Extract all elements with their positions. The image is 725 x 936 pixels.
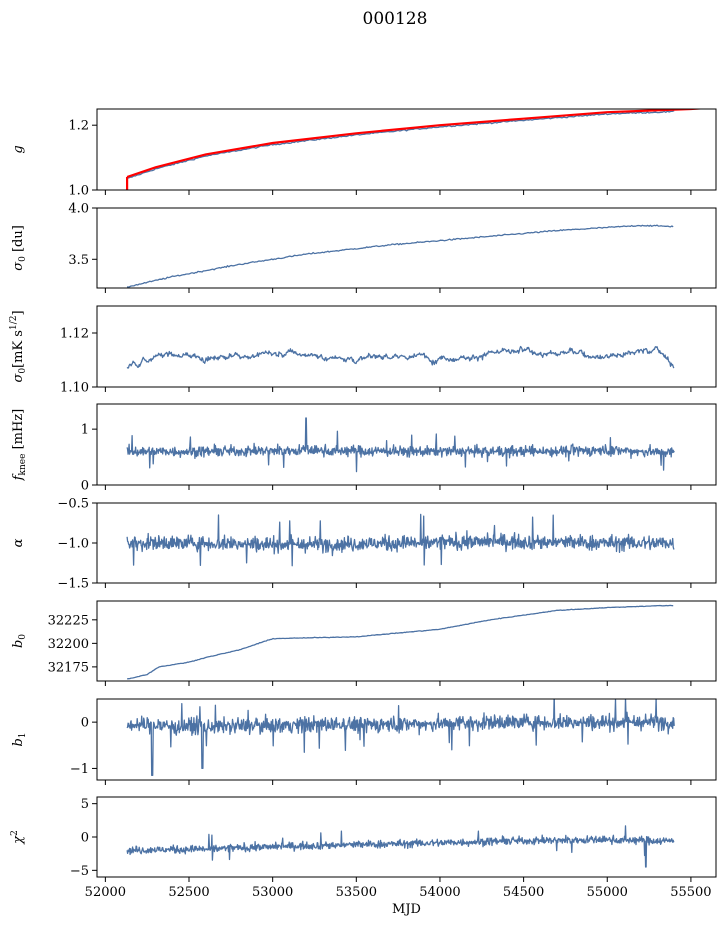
alpha-ytick-label: −1.5 (57, 577, 89, 592)
b0-axes-frame (96, 600, 717, 682)
b1-ylabel: b1 (11, 732, 28, 746)
xtick-label: 53000 (252, 885, 293, 900)
sigma0_du-ytick-label: 3.5 (68, 253, 89, 268)
b1-axes-frame (96, 698, 717, 781)
b1-ytick-label: 0 (81, 716, 89, 731)
b1-series-line (126, 699, 675, 777)
sigma0_du-ylabel: σ0 [du] (11, 225, 28, 271)
figure-title: 000128 (363, 9, 428, 29)
sigma0_mk-ylabel: σ0[mK s1/2] (9, 310, 28, 382)
sigma0_mk-axes-frame (96, 305, 717, 388)
x-axis-label: MJD (392, 902, 421, 917)
chi2-ytick-label: 5 (81, 797, 89, 812)
sigma0_du-series-line (126, 224, 674, 288)
fknee-series-line (126, 417, 675, 473)
xtick-label: 54000 (419, 885, 460, 900)
xtick-label: 53500 (336, 885, 377, 900)
xtick-label: 52000 (85, 885, 126, 900)
g-ytick-label: 1.0 (68, 184, 89, 199)
xtick-label: 55500 (670, 885, 711, 900)
panel-sigma0_du: 3.5 4.0 σ0 [du] (11, 202, 717, 293)
panels: 1.0 1.2 g 3.5 4.0 σ0 [du] 1.10 1.12 σ0[mK s1/2] 0… (9, 108, 717, 917)
panel-b0: 32175 32200 32225 b0 (11, 600, 717, 686)
sigma0_du-axes-frame (96, 207, 717, 289)
chi2-series-line (126, 825, 675, 868)
panel-g: 1.0 1.2 g (11, 108, 717, 199)
chi2-ytick-label: −5 (70, 864, 89, 879)
fknee-ytick-label: 1 (81, 423, 89, 438)
g-ytick-label: 1.2 (68, 119, 89, 134)
b1-ytick-label: −1 (70, 762, 89, 777)
b0-ytick-label: 32225 (48, 613, 89, 628)
b0-ytick-label: 32200 (48, 637, 89, 652)
alpha-series-line (126, 513, 675, 567)
xtick-label: 54500 (503, 885, 544, 900)
fknee-ytick-label: 0 (81, 479, 89, 494)
alpha-ytick-label: −0.5 (57, 497, 89, 512)
chi2-ytick-label: 0 (81, 831, 89, 846)
panel-fknee: 0 1 fknee [mHz] (11, 403, 717, 494)
g-series-fit (126, 109, 709, 190)
sigma0_du-ytick-label: 4.0 (68, 202, 89, 217)
sigma0_mk-series-line (126, 345, 675, 369)
fknee-axes-frame (96, 403, 717, 486)
sigma0_mk-ytick-label: 1.10 (60, 381, 89, 396)
panel-sigma0_mk: 1.10 1.12 σ0[mK s1/2] (9, 305, 717, 396)
alpha-ytick-label: −1.0 (57, 537, 89, 552)
g-axes-frame (96, 108, 717, 191)
chi2-axes-frame (96, 796, 717, 878)
panel-alpha: −1.5 −1.0 −0.5 α (11, 497, 717, 592)
b0-series-line (127, 604, 674, 680)
alpha-ylabel: α (11, 538, 26, 547)
b0-ylabel: b0 (11, 634, 28, 648)
panel-b1: −1 0 b1 (11, 698, 717, 785)
g-ylabel: g (11, 145, 26, 153)
xtick-label: 55000 (587, 885, 628, 900)
sigma0_mk-ytick-label: 1.12 (60, 327, 89, 342)
xtick-label: 52500 (168, 885, 209, 900)
b0-ytick-label: 32175 (48, 660, 89, 675)
g-series-line (126, 110, 675, 179)
fknee-ylabel: fknee [mHz] (11, 409, 28, 482)
chi2-ylabel: χ2 (10, 830, 26, 845)
panel-chi2: −5 0 5 52000 52500 53000 53500 54000 54500 55000 5… (10, 796, 717, 917)
